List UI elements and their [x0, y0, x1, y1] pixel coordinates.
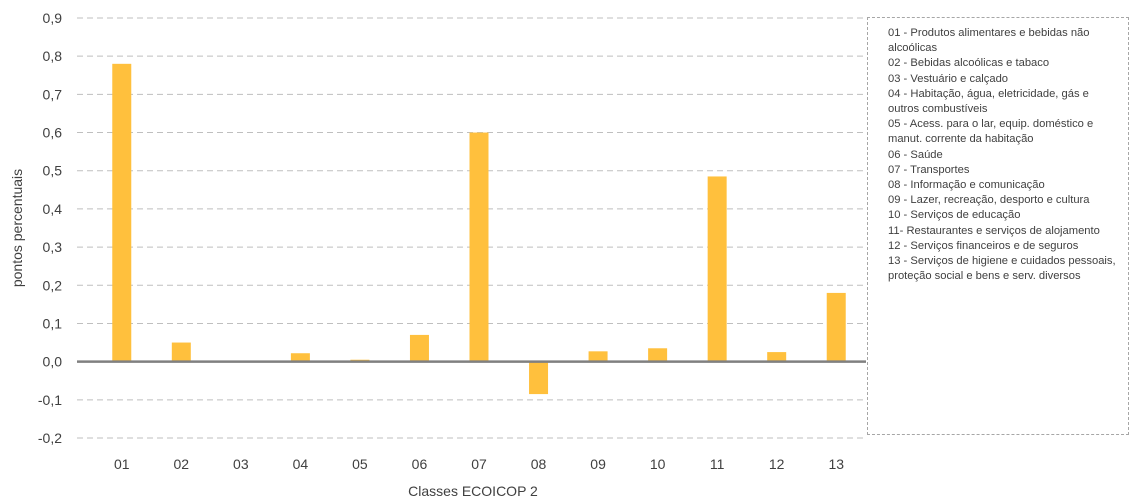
legend-list: 01 - Produtos alimentares e bebidas não … [888, 26, 1118, 284]
y-tick-label: -0,2 [38, 430, 62, 446]
bar-10 [648, 348, 668, 362]
y-tick-label: 0,6 [43, 125, 63, 141]
legend-item: 02 - Bebidas alcoólicas e tabaco [888, 57, 1050, 70]
chart-area: 0,9 0,8 0,7 0,6 0,5 0,4 0,3 0,2 0,1 0,0 -0,1 -0,2 01… [9, 10, 866, 499]
x-tick-label: 06 [412, 456, 428, 472]
legend-box: 01 - Produtos alimentares e bebidas não … [867, 17, 1129, 435]
y-tick-label: 0,2 [43, 277, 63, 293]
legend-item: 13 - Serviços de higiene e cuidados pess… [888, 255, 1116, 283]
bar-09 [588, 351, 608, 362]
bar-12 [767, 352, 787, 362]
y-tick-label: 0,3 [43, 239, 63, 255]
bar-chart: 0,9 0,8 0,7 0,6 0,5 0,4 0,3 0,2 0,1 0,0 -0,1 -0,2 01… [9, 10, 866, 499]
legend-item: 04 - Habitação, água, eletricidade, gás … [888, 87, 1089, 116]
y-axis-title: pontos percentuais [9, 169, 25, 287]
bar-layer [112, 63, 846, 395]
x-tick-label: 02 [174, 456, 190, 472]
x-tick-label: 01 [114, 456, 130, 472]
x-tick-label: 08 [531, 456, 547, 472]
x-tick-label: 07 [471, 456, 487, 472]
legend-item: 08 - Informação e comunicação [888, 179, 1045, 192]
bar-04 [290, 353, 310, 362]
y-tick-label: 0,1 [43, 315, 63, 331]
bar-11 [707, 176, 727, 362]
x-tick-label: 03 [233, 456, 249, 472]
bar-01 [112, 63, 132, 362]
bar-08 [529, 361, 549, 395]
legend-item: 10 - Serviços de educação [888, 209, 1021, 222]
x-tick-label: 05 [352, 456, 368, 472]
x-axis-title: Classes ECOICOP 2 [408, 483, 538, 499]
legend-item: 03 - Vestuário e calçado [888, 72, 1009, 85]
y-tick-label: 0,5 [43, 163, 63, 179]
bar-06 [409, 334, 429, 362]
bar-02 [171, 342, 191, 362]
x-tick-label: 11 [710, 456, 725, 472]
legend-item: 05 - Acess. para o lar, equip. doméstico… [888, 118, 1094, 146]
y-tick-label: 0,9 [43, 10, 63, 26]
x-tick-label: 13 [828, 456, 844, 472]
legend-item: 01 - Produtos alimentares e bebidas não … [888, 27, 1090, 55]
y-tick-label: 0,7 [43, 86, 63, 102]
legend-item: 12 - Serviços financeiros e de seguros [888, 239, 1079, 252]
x-tick-label: 10 [650, 456, 666, 472]
y-tick-label: 0,8 [43, 48, 63, 64]
legend-item: 07 - Transportes [888, 163, 970, 176]
legend-item: 11- Restaurantes e serviços de alojament… [888, 224, 1100, 237]
y-tick-label: 0,4 [43, 201, 63, 217]
legend-item: 06 - Saúde [888, 148, 943, 161]
x-tick-label: 12 [769, 456, 785, 472]
legend-item: 09 - Lazer, recreação, desporto e cultur… [888, 194, 1090, 207]
bar-07 [469, 132, 489, 362]
y-tick-label: 0,0 [43, 354, 63, 370]
bar-13 [826, 292, 846, 362]
axis-layer: 0,9 0,8 0,7 0,6 0,5 0,4 0,3 0,2 0,1 0,0 -0,1 -0,2 01… [38, 10, 866, 472]
x-tick-label: 04 [293, 456, 309, 472]
y-tick-label: -0,1 [38, 392, 62, 408]
x-tick-label: 09 [590, 456, 606, 472]
